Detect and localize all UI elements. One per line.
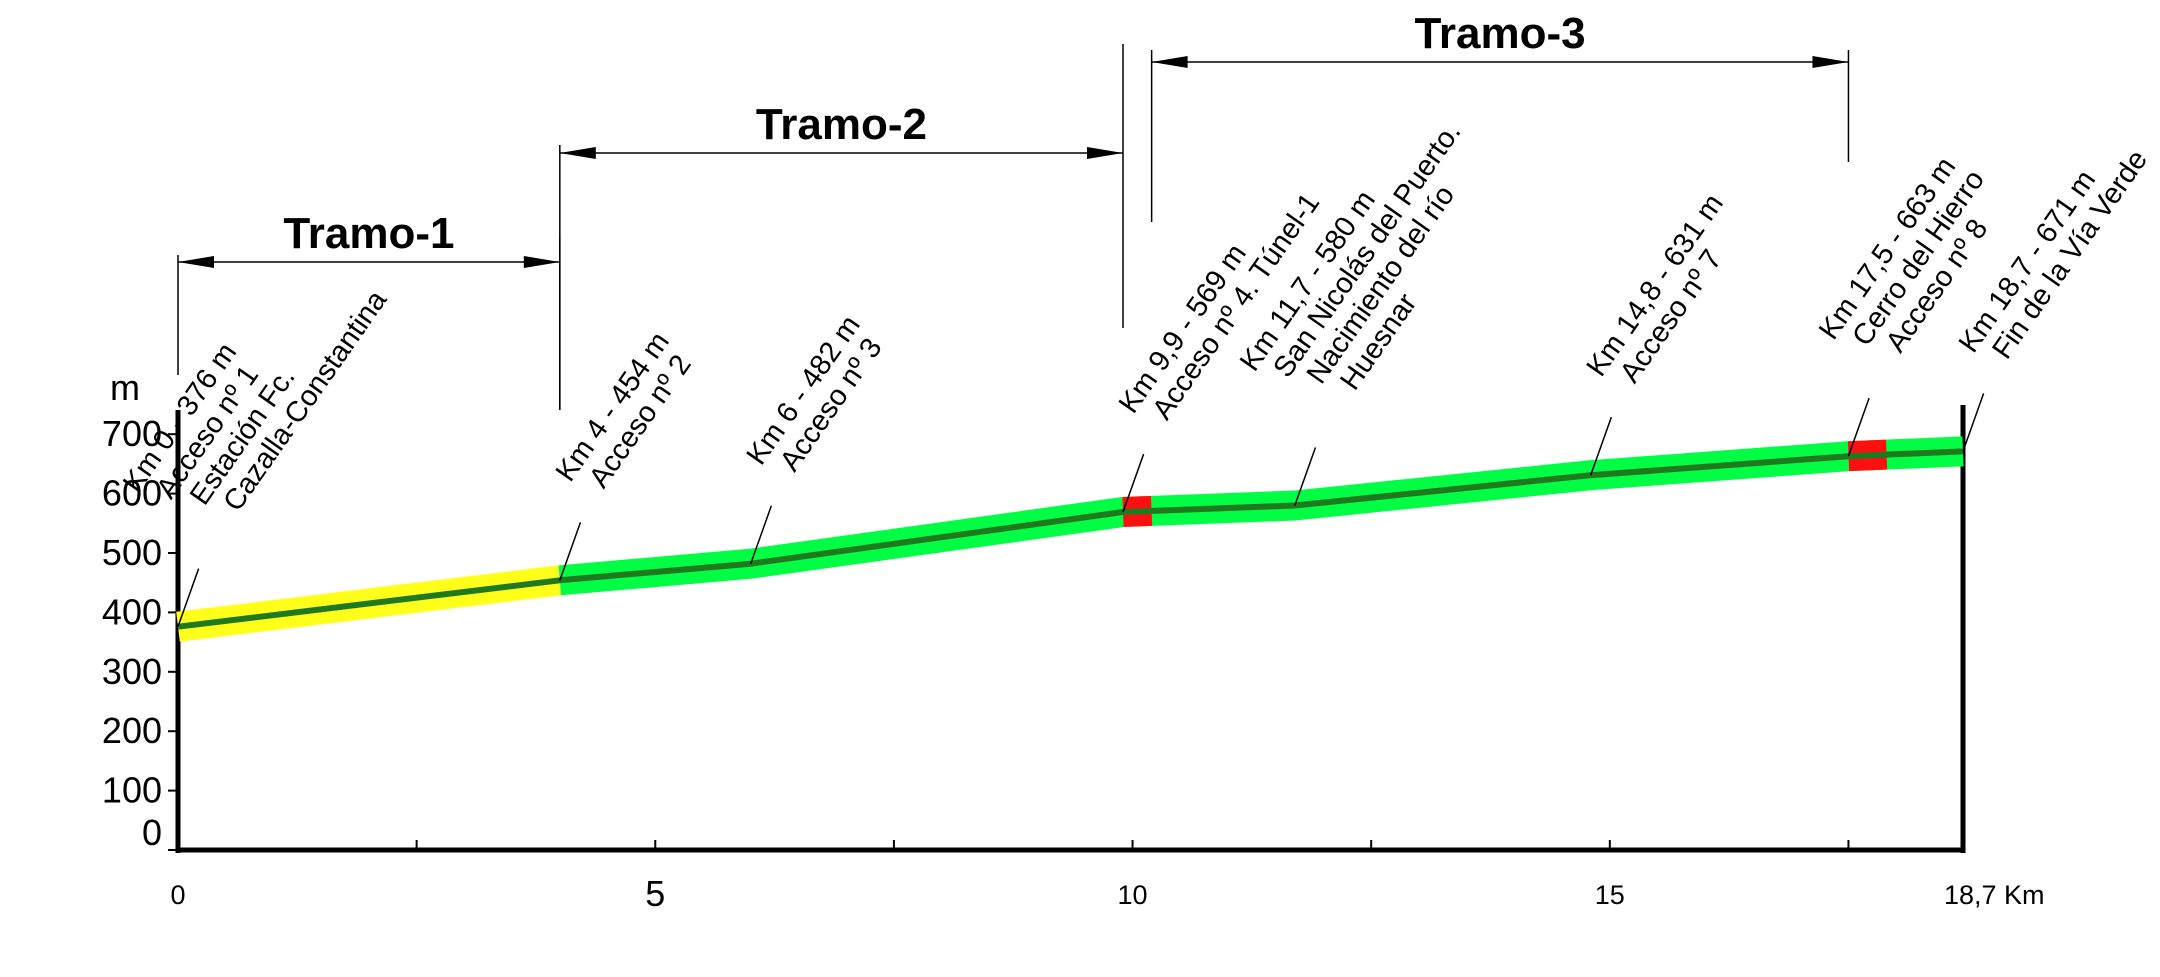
annotation-leader: [177, 568, 200, 627]
y-tick-label: 200: [102, 710, 162, 751]
arrow-right-icon: [523, 256, 560, 268]
annotation-leader: [1962, 393, 1985, 452]
x-tick-label: 15: [1595, 880, 1625, 910]
y-tick-label: 700: [102, 413, 162, 454]
tramo-label: Tramo-1: [283, 209, 454, 258]
y-tick-label: 600: [102, 473, 162, 514]
x-tick-label: 0: [170, 880, 185, 910]
y-tick-label: 0: [142, 812, 162, 853]
annotation-leader: [1294, 447, 1317, 506]
arrow-right-icon: [1812, 56, 1849, 68]
y-tick-label: 300: [102, 651, 162, 692]
x-tick-label: 5: [645, 873, 665, 914]
y-tick-label: 400: [102, 591, 162, 632]
arrow-left-icon: [178, 256, 214, 268]
y-axis-label: m: [110, 367, 140, 408]
arrow-right-icon: [1087, 147, 1123, 159]
annotation-leader: [1847, 397, 1870, 457]
annotation-leader: [1590, 416, 1613, 476]
arrow-left-icon: [1151, 56, 1188, 68]
x-tick-label: 18,7 Km: [1944, 880, 2045, 910]
arrow-left-icon: [559, 147, 596, 159]
x-tick-label: 10: [1118, 880, 1148, 910]
annotation-leader: [559, 522, 582, 581]
tramo-label: Tramo-2: [756, 100, 927, 149]
annotation-leader: [750, 505, 773, 564]
y-tick-label: 100: [102, 770, 162, 811]
tramo-label: Tramo-3: [1414, 9, 1585, 58]
annotation-leader: [1122, 453, 1145, 513]
y-tick-label: 500: [102, 532, 162, 573]
elevation-profile-line: [177, 448, 1964, 630]
